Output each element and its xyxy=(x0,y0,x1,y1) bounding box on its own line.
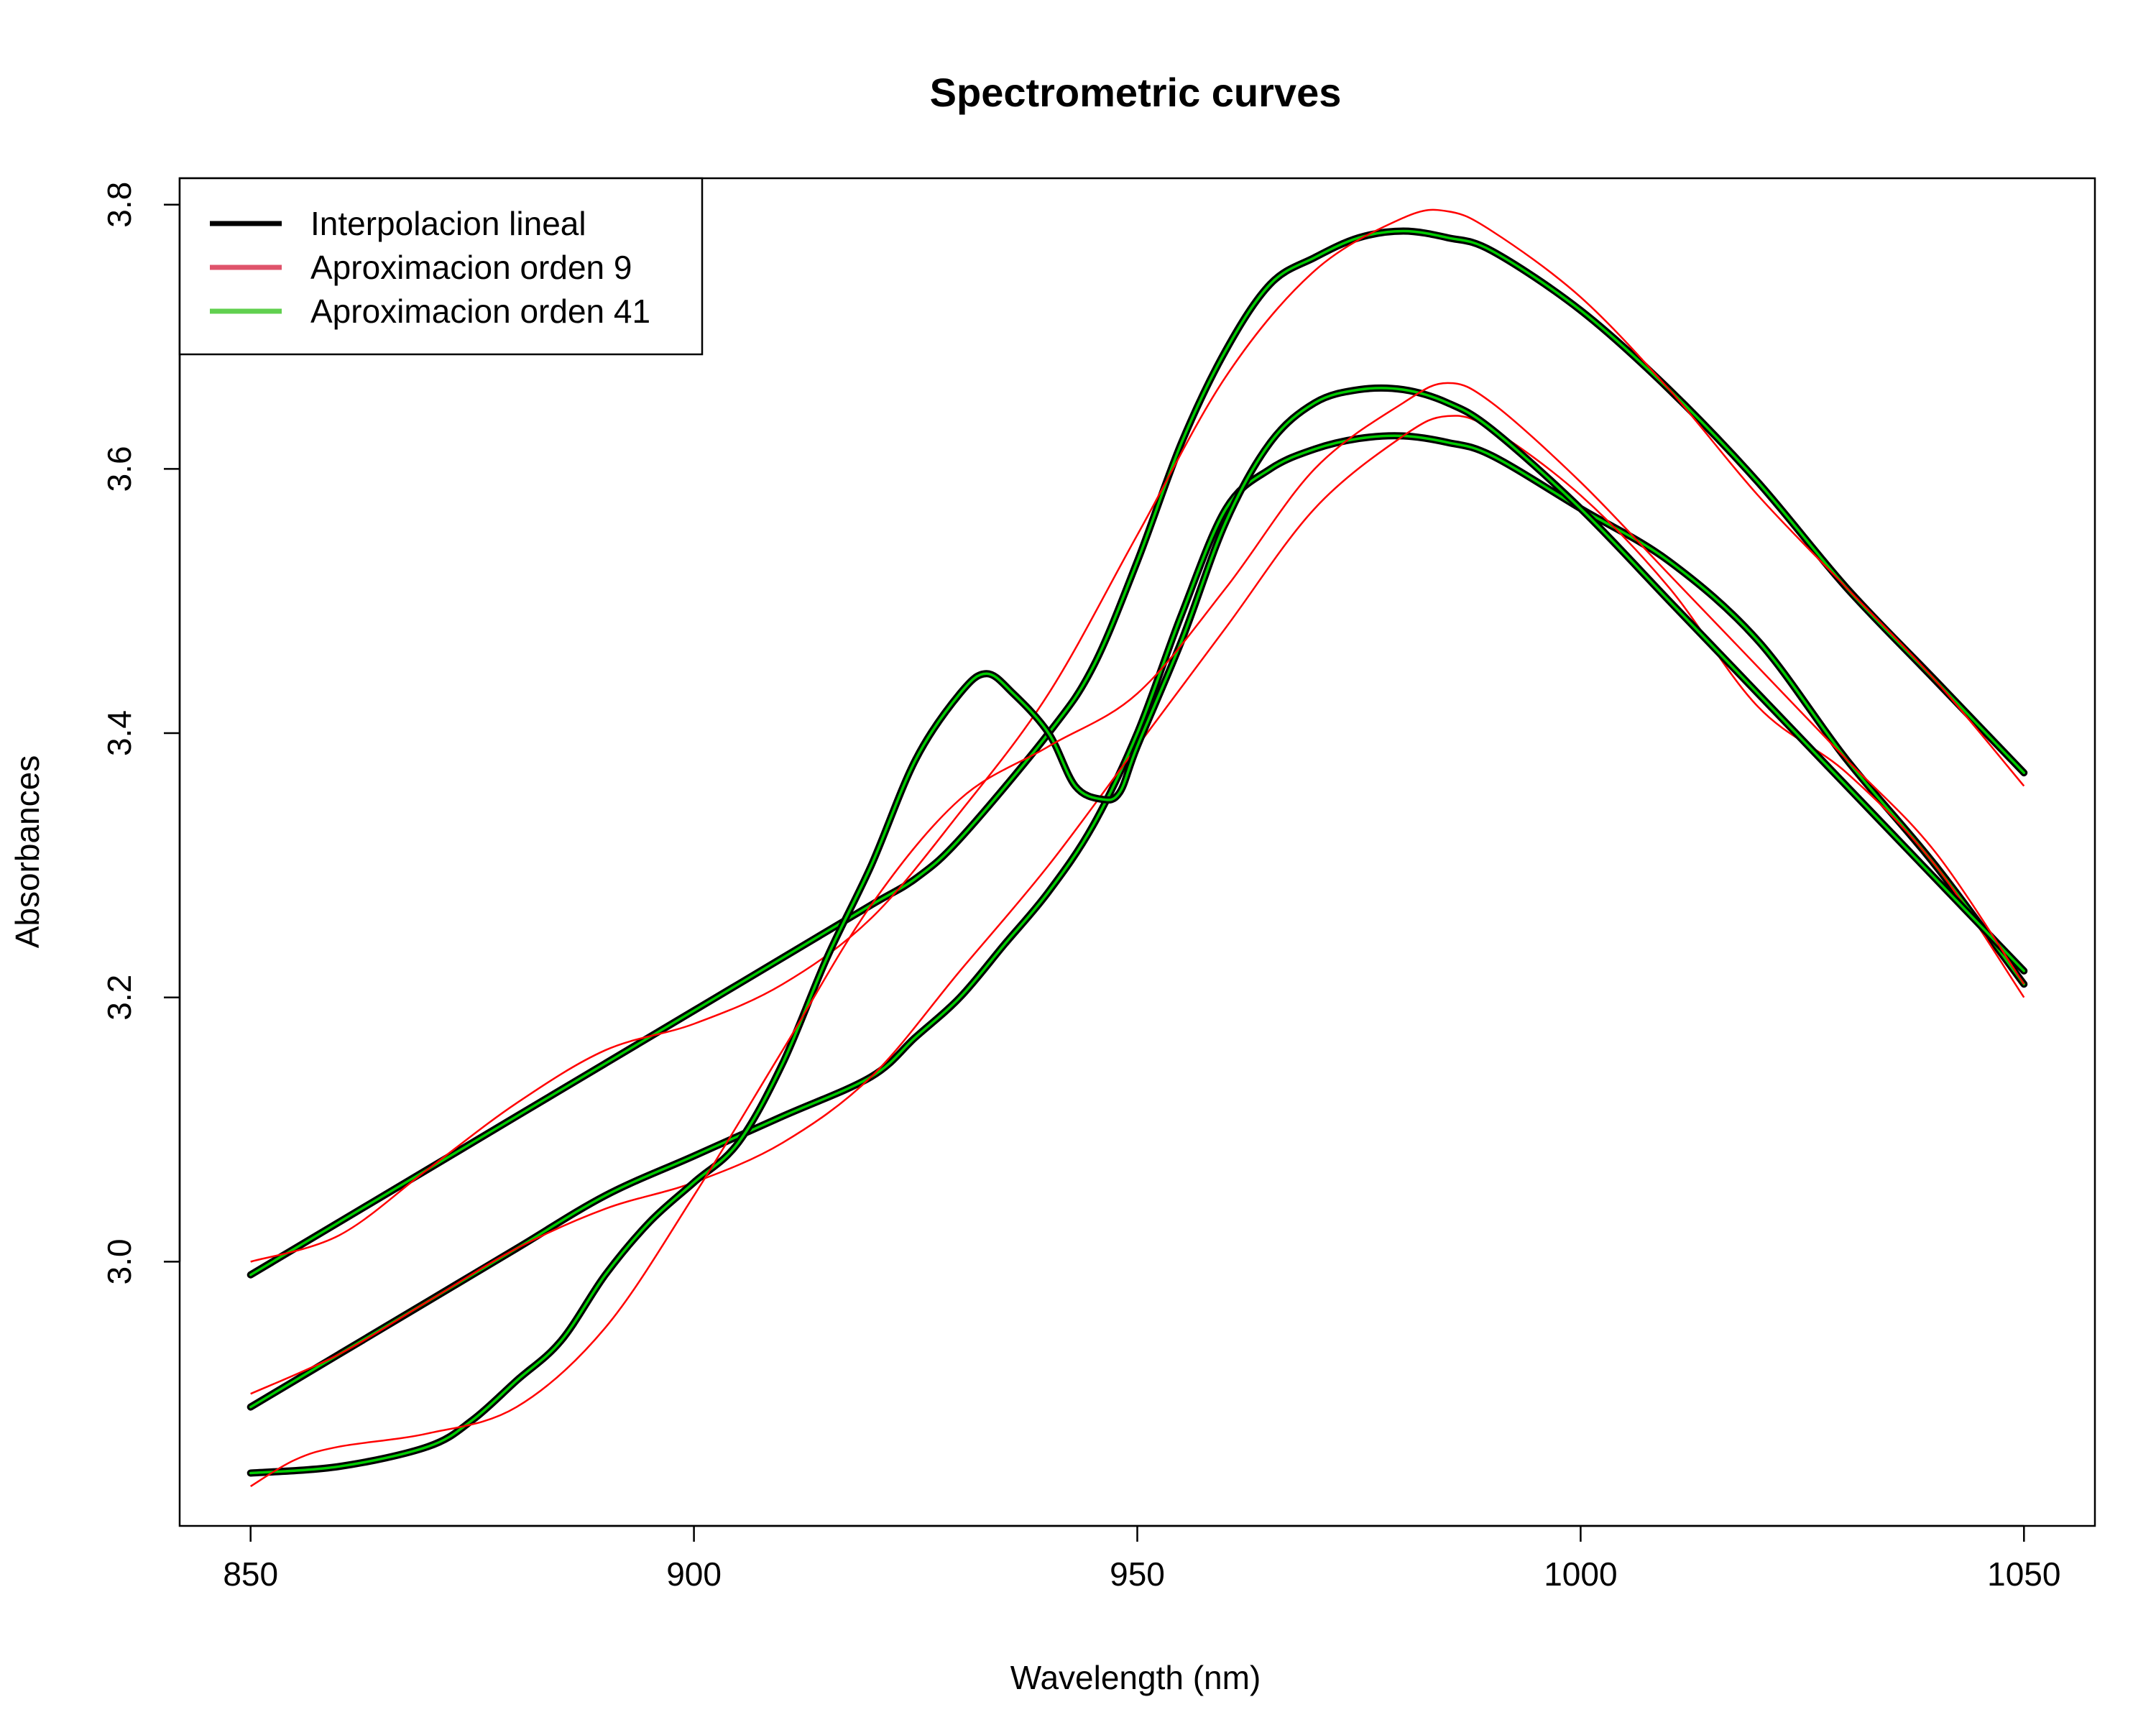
y-tick-label-3: 3.6 xyxy=(101,446,138,492)
chart-title: Spectrometric curves xyxy=(930,70,1342,115)
y-tick-label-4: 3.8 xyxy=(101,182,138,228)
y-tick-label-1: 3.2 xyxy=(101,975,138,1021)
curve-3-order-41 xyxy=(249,387,2026,1475)
y-axis: 3.0 3.2 3.4 3.6 3.8 xyxy=(101,182,181,1284)
y-tick-label-0: 3.0 xyxy=(101,1238,138,1284)
y-tick-label-2: 3.4 xyxy=(101,710,138,756)
curve-2-order-9 xyxy=(250,415,2025,1395)
legend: Interpolacion lineal Aproximacion orden … xyxy=(178,177,704,356)
y-axis-label: Absorbances xyxy=(9,755,46,949)
plot-frame xyxy=(178,177,2096,1527)
curves xyxy=(247,208,2028,1487)
curve-3-order-9 xyxy=(250,382,2025,1487)
legend-label-order9: Aproximacion orden 9 xyxy=(310,249,632,286)
x-axis-label: Wavelength (nm) xyxy=(1010,1659,1261,1696)
legend-label-order41: Aproximacion orden 41 xyxy=(310,293,650,330)
x-tick-label-1000: 1000 xyxy=(1544,1555,1617,1593)
x-tick-label-900: 900 xyxy=(666,1555,722,1593)
x-axis: 850 900 950 1000 1050 xyxy=(223,1524,2060,1593)
x-tick-label-850: 850 xyxy=(223,1555,278,1593)
x-tick-label-1050: 1050 xyxy=(1987,1555,2060,1593)
legend-label-linear: Interpolacion lineal xyxy=(310,205,586,242)
x-tick-label-950: 950 xyxy=(1110,1555,1165,1593)
curve-3-linear-interpolation xyxy=(247,384,2028,1477)
curve-1-order-41 xyxy=(249,229,2026,1276)
curve-1-order-9 xyxy=(250,208,2025,1263)
curve-2-order-41 xyxy=(249,434,2026,1409)
curve-2-linear-interpolation xyxy=(247,432,2028,1411)
